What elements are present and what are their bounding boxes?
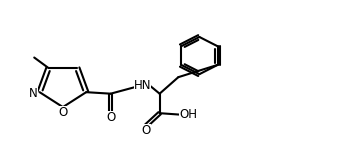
Text: HN: HN bbox=[134, 79, 151, 92]
Text: O: O bbox=[141, 124, 151, 137]
Text: O: O bbox=[106, 111, 115, 124]
Text: N: N bbox=[29, 87, 38, 100]
Text: O: O bbox=[58, 106, 68, 119]
Text: OH: OH bbox=[179, 108, 197, 121]
